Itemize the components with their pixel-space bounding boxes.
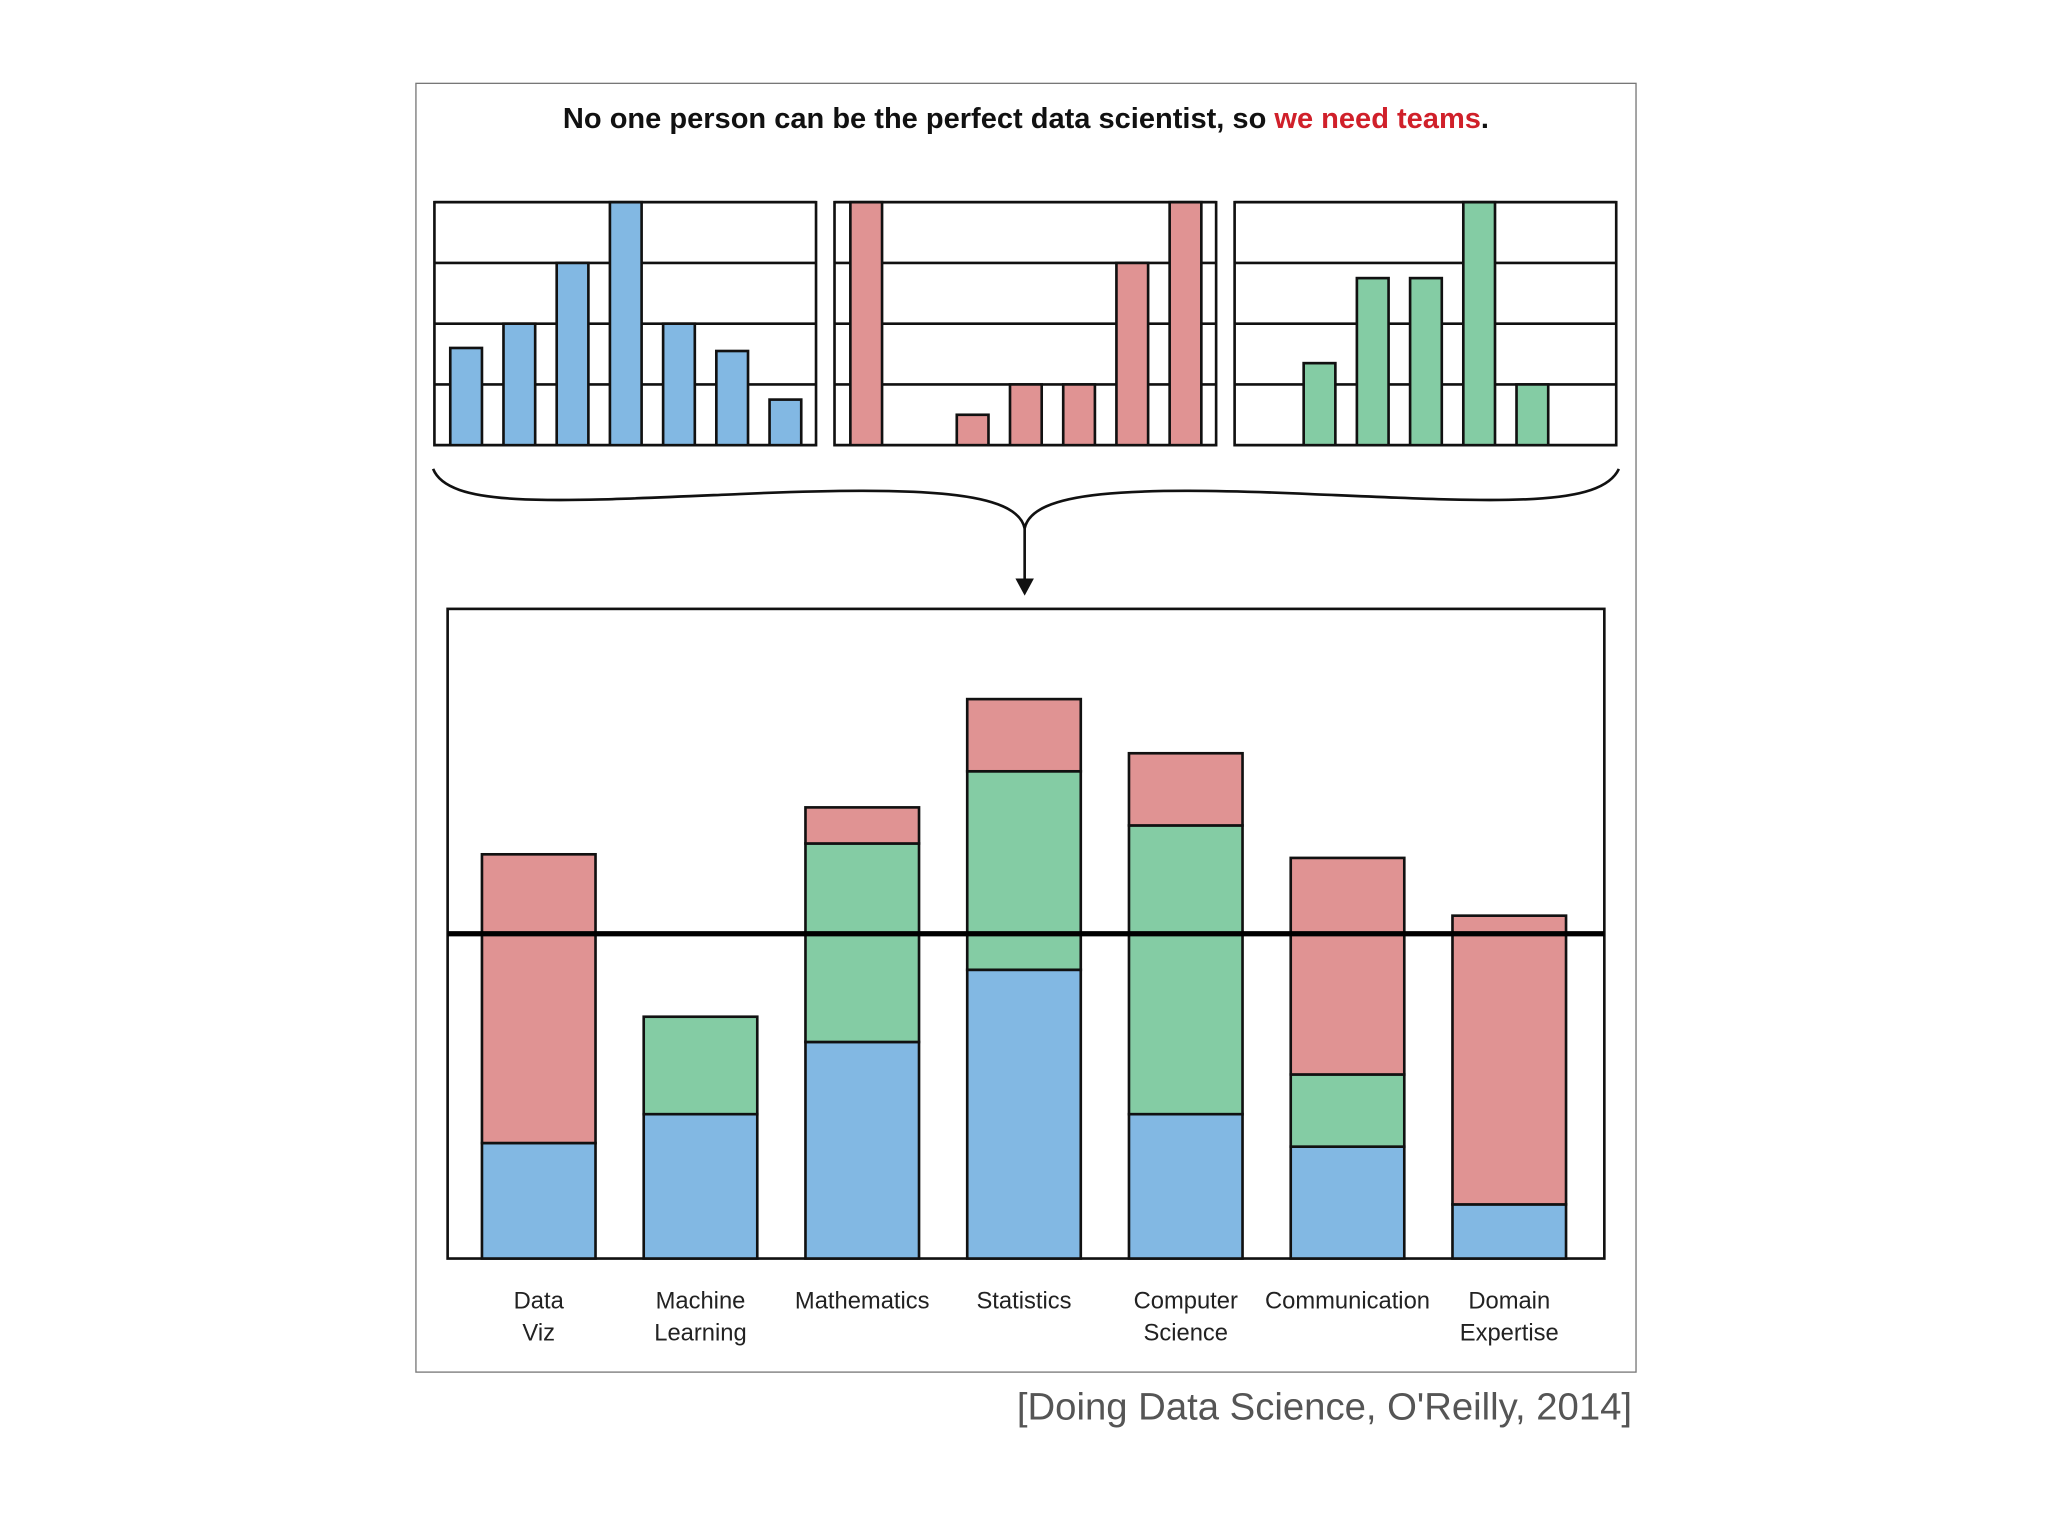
arrow-head [1015, 578, 1034, 596]
x-tick-label-line: Communication [1265, 1288, 1430, 1315]
x-tick-label: Data Viz [514, 1288, 565, 1347]
stack-segment [804, 806, 921, 845]
x-tick-label: Communication [1265, 1288, 1430, 1315]
x-tick-label-line: Science [1144, 1319, 1229, 1346]
panel-bar [1302, 361, 1337, 447]
panel-bar [1355, 276, 1390, 447]
x-tick-label-line: Data [514, 1288, 565, 1315]
panel-bar [1408, 276, 1444, 447]
panel-bar [849, 200, 884, 447]
panel-bar [1461, 200, 1497, 447]
stack-segment [1289, 856, 1406, 1076]
x-tick-label-line: Domain [1468, 1288, 1550, 1315]
x-tick-label-line: Machine [656, 1288, 746, 1315]
marks: Data Viz Machine Learning Mathematics Statist… [433, 200, 1618, 1347]
x-tick-label: Domain Expertise [1460, 1288, 1559, 1347]
source: [Doing Data Science, O'Reilly, 2014] [1017, 1386, 1632, 1429]
stack-segment [1127, 1112, 1244, 1260]
stack-segment [804, 842, 921, 1044]
panel-bar [768, 398, 803, 447]
stack-segment [965, 968, 1083, 1260]
x-tick-label-line: Viz [522, 1319, 555, 1346]
stack-segment [1127, 751, 1244, 827]
panel-bar [1168, 200, 1203, 447]
x-tick-label-line: Learning [654, 1319, 746, 1346]
panel-bar [661, 322, 697, 447]
panel-bar [1008, 383, 1044, 447]
stack-segment [1127, 824, 1244, 1116]
stack-segment [965, 769, 1083, 972]
title: No one person can be the perfect data sc… [563, 103, 1489, 135]
panel-bar [955, 413, 990, 447]
x-tick-label: Computer Science [1134, 1288, 1238, 1347]
x-tick-label: Machine Learning [654, 1288, 746, 1347]
panel-bar [502, 322, 537, 447]
panel-bar [1515, 383, 1550, 447]
panel-bar [448, 346, 484, 447]
x-tick-label: Statistics [976, 1288, 1071, 1315]
x-tick-label: Mathematics [795, 1288, 930, 1315]
x-tick-label-line: Mathematics [795, 1288, 930, 1315]
title-highlight: we need teams [1273, 103, 1481, 135]
stack-segment [1451, 914, 1568, 1206]
stack-segment [804, 1040, 921, 1260]
x-tick-label-line: Computer [1134, 1288, 1238, 1315]
stack-segment [642, 1112, 759, 1260]
stack-segment [1451, 1203, 1568, 1260]
panel-bar [608, 200, 643, 447]
x-tick-label-line: Expertise [1460, 1319, 1559, 1346]
stack-segment [1289, 1145, 1406, 1260]
title-text: No one person can be the perfect data sc… [563, 103, 1274, 135]
stack-segment [480, 1141, 597, 1260]
x-tick-label-line: Statistics [976, 1288, 1071, 1315]
stack-segment [480, 852, 597, 1145]
panel-bar [1115, 261, 1150, 447]
panel-bar [1061, 383, 1097, 447]
panel-bar [715, 349, 750, 447]
title-end: . [1481, 103, 1489, 135]
stack-segment [642, 1015, 759, 1116]
panel-bar [555, 261, 590, 447]
stack-segment [1289, 1073, 1406, 1148]
stack-segment [965, 697, 1083, 773]
